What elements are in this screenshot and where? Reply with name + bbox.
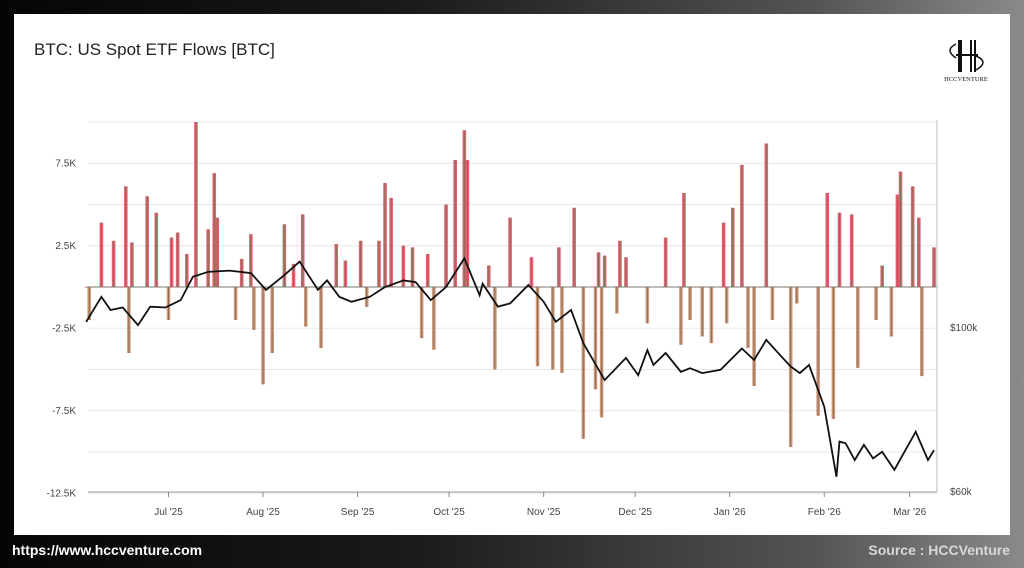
x-tick-label: Feb '26	[808, 507, 841, 518]
y-left-tick-label: -7.5K	[52, 406, 76, 417]
flow-bar	[84, 287, 88, 288]
hccventure-logo: HCCVENTURE	[944, 40, 988, 83]
y-right-tick-label: $60k	[950, 487, 973, 498]
x-tick-label: Jan '26	[714, 507, 746, 518]
source-label: Source : HCCVenture	[868, 542, 1010, 558]
x-tick-label: Sep '25	[341, 507, 375, 518]
y-left-tick-label: 7.5K	[55, 158, 76, 169]
x-tick-label: Aug '25	[246, 507, 280, 518]
chart-title: BTC: US Spot ETF Flows [BTC]	[34, 40, 275, 59]
x-tick-label: Oct '25	[433, 507, 465, 518]
svg-text:HCCVENTURE: HCCVENTURE	[944, 76, 988, 83]
y-left-tick-label: 2.5K	[55, 241, 76, 252]
x-tick-label: Nov '25	[527, 507, 561, 518]
x-tick-label: Jul '25	[154, 507, 183, 518]
btc-price-line	[85, 256, 935, 477]
y-right-tick-label: $100k	[950, 323, 978, 334]
y-left-tick-label: -2.5K	[52, 323, 76, 334]
y-left-tick-label: -12.5K	[47, 488, 77, 499]
chart-card	[14, 14, 1010, 535]
x-tick-label: Dec '25	[618, 507, 652, 518]
x-tick-label: Mar '26	[893, 507, 926, 518]
website-link[interactable]: https://www.hccventure.com	[12, 542, 203, 558]
